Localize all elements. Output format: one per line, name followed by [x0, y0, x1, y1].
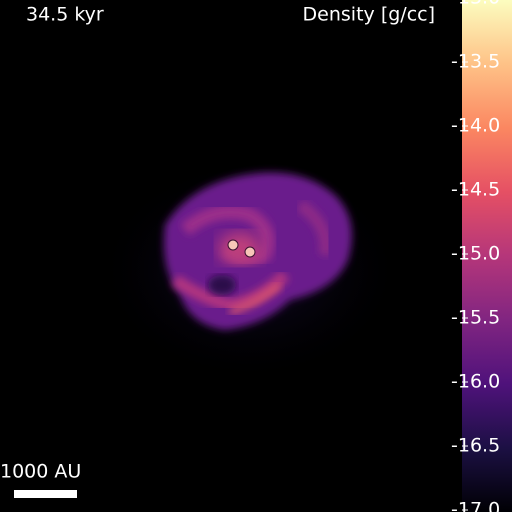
star — [244, 246, 256, 258]
colorbar-tick-label: -14.5 — [451, 179, 500, 201]
colorbar-label: Density [g/cc] — [303, 4, 435, 26]
colorbar — [462, 0, 512, 512]
colorbar-tick-label: -13.0 — [451, 0, 500, 9]
colorbar-tick-label: -14.0 — [451, 115, 500, 137]
colorbar-tick-label: -13.5 — [451, 51, 500, 73]
colorbar-tick-label: -16.5 — [451, 435, 500, 457]
scale-bar-label: 1000 AU — [0, 461, 81, 483]
density-field — [100, 160, 400, 380]
star — [227, 239, 239, 251]
colorbar-tick-label: -16.0 — [451, 371, 500, 393]
time-label: 34.5 kyr — [26, 4, 104, 26]
scale-bar — [14, 490, 77, 498]
colorbar-tick-label: -15.0 — [451, 243, 500, 265]
colorbar-tick-label: -15.5 — [451, 307, 500, 329]
colorbar-tick-label: -17.0 — [451, 499, 500, 512]
